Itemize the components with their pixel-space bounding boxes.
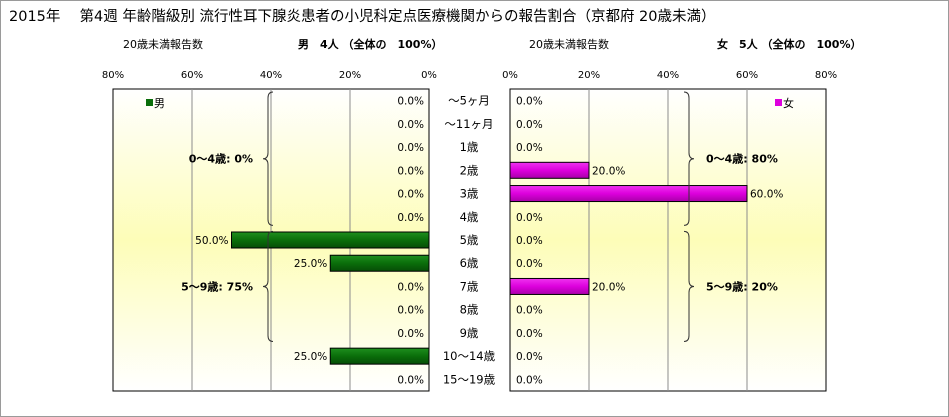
female-panel: 0% 20% 40% 60% 80% 0.0%0.0%0.0%20.0%60.0%0.0… [502, 70, 837, 392]
male-value-label: 25.0% [294, 258, 327, 270]
female-bar [509, 161, 590, 179]
category-label: 6歳 [460, 256, 479, 270]
female-value-label: 0.0% [516, 212, 543, 224]
male-value-label: 0.0% [397, 305, 424, 317]
male-panel: 80% 60% 40% 20% 0% 0.0% 0.0% 0.0% 0.0% 0.0% 0.0% 5… [102, 70, 437, 392]
male-legend-swatch [146, 99, 153, 106]
male-value-label: 0.0% [397, 328, 424, 340]
male-value-label: 0.0% [397, 189, 424, 201]
male-annotation-text: 5～9歳: 75% [181, 279, 253, 293]
category-label: 4歳 [460, 210, 479, 224]
category-label: ～11ヶ月 [444, 117, 493, 131]
male-axis-ticks: 80% 60% 40% 20% 0% [102, 70, 437, 81]
male-bar [231, 231, 430, 249]
male-value-labels: 0.0% 0.0% 0.0% 0.0% 0.0% 0.0% 50.0% 25.0% 0.0% 0.… [195, 96, 424, 387]
female-brace [683, 91, 695, 226]
female-annotation-text: 5～9歳: 20% [706, 279, 778, 293]
male-value-label: 0.0% [397, 374, 424, 386]
category-label: ～5ヶ月 [448, 94, 490, 108]
female-value-label: 60.0% [750, 189, 783, 201]
male-value-label: 0.0% [397, 281, 424, 293]
male-tick-label: 60% [181, 70, 203, 81]
category-label: 3歳 [460, 187, 479, 201]
male-header-label: 20歳未満報告数 [123, 38, 203, 51]
male-legend: 男 [146, 97, 165, 110]
female-axis-ticks: 0% 20% 40% 60% 80% [502, 70, 837, 81]
female-tick-label: 80% [815, 70, 837, 81]
female-value-label: 0.0% [516, 305, 543, 317]
female-value-label: 20.0% [592, 165, 625, 177]
male-value-label: 25.0% [294, 351, 327, 363]
female-tick-label: 0% [502, 70, 518, 81]
category-label: 2歳 [460, 163, 479, 177]
female-value-label: 0.0% [516, 351, 543, 363]
female-bar [509, 277, 590, 295]
female-value-label: 0.0% [516, 374, 543, 386]
male-annotations: 0～4歳: 0% 5～9歳: 75% [181, 91, 274, 343]
male-value-label: 50.0% [195, 235, 228, 247]
category-labels: ～5ヶ月 ～11ヶ月 1歳 2歳 3歳 4歳 5歳 6歳 7歳 8歳 9歳 10～14歳 15～19歳 [443, 94, 496, 387]
female-bars [509, 161, 748, 295]
female-header-total: 女 5人 （全体の 100%） [717, 37, 861, 51]
female-value-label: 0.0% [516, 96, 543, 108]
male-annotation-text: 0～4歳: 0% [189, 152, 253, 166]
female-annotations: 0～4歳: 80% 5～9歳: 20% [683, 91, 778, 343]
female-value-label: 0.0% [516, 235, 543, 247]
male-bar [329, 347, 430, 365]
female-value-label: 0.0% [516, 258, 543, 270]
female-value-labels: 0.0% 0.0% 0.0% 20.0% 60.0% 0.0% 0.0% 0.0% 20.0% 0… [516, 96, 783, 387]
male-tick-label: 80% [102, 70, 124, 81]
female-bar [509, 185, 748, 203]
male-value-label: 0.0% [397, 165, 424, 177]
female-brace [683, 230, 695, 343]
female-value-label: 20.0% [592, 281, 625, 293]
male-value-label: 0.0% [397, 96, 424, 108]
female-gridlines [588, 89, 748, 391]
female-legend: 女 [775, 96, 794, 110]
male-tick-label: 20% [339, 70, 361, 81]
male-header-total: 男 4人 （全体の 100%） [298, 37, 442, 51]
female-value-label: 0.0% [516, 328, 543, 340]
female-annotation-text: 0～4歳: 80% [706, 152, 778, 166]
female-legend-swatch [775, 99, 782, 106]
female-tick-label: 40% [657, 70, 679, 81]
female-value-label: 0.0% [516, 119, 543, 131]
male-value-label: 0.0% [397, 212, 424, 224]
female-value-label: 0.0% [516, 142, 543, 154]
female-tick-label: 60% [736, 70, 758, 81]
category-label: 1歳 [460, 140, 479, 154]
male-brace [262, 230, 274, 343]
male-value-label: 0.0% [397, 119, 424, 131]
category-label: 8歳 [460, 303, 479, 317]
male-bars [231, 231, 430, 365]
category-label: 5歳 [460, 233, 479, 247]
female-header-label: 20歳未満報告数 [529, 38, 609, 51]
male-bar [329, 254, 430, 272]
chart-title: 2015年 第4週 年齢階級別 流行性耳下腺炎患者の小児科定点医療機関からの報告… [9, 7, 716, 25]
male-brace [262, 91, 274, 226]
male-tick-label: 40% [260, 70, 282, 81]
male-tick-label: 0% [421, 70, 437, 81]
category-label: 9歳 [460, 326, 479, 340]
category-label: 7歳 [460, 279, 479, 293]
female-legend-label: 女 [783, 96, 794, 110]
category-label: 10～14歳 [443, 349, 496, 363]
male-value-label: 0.0% [397, 142, 424, 154]
female-tick-label: 20% [578, 70, 600, 81]
category-label: 15～19歳 [443, 372, 496, 386]
male-legend-label: 男 [154, 97, 165, 110]
